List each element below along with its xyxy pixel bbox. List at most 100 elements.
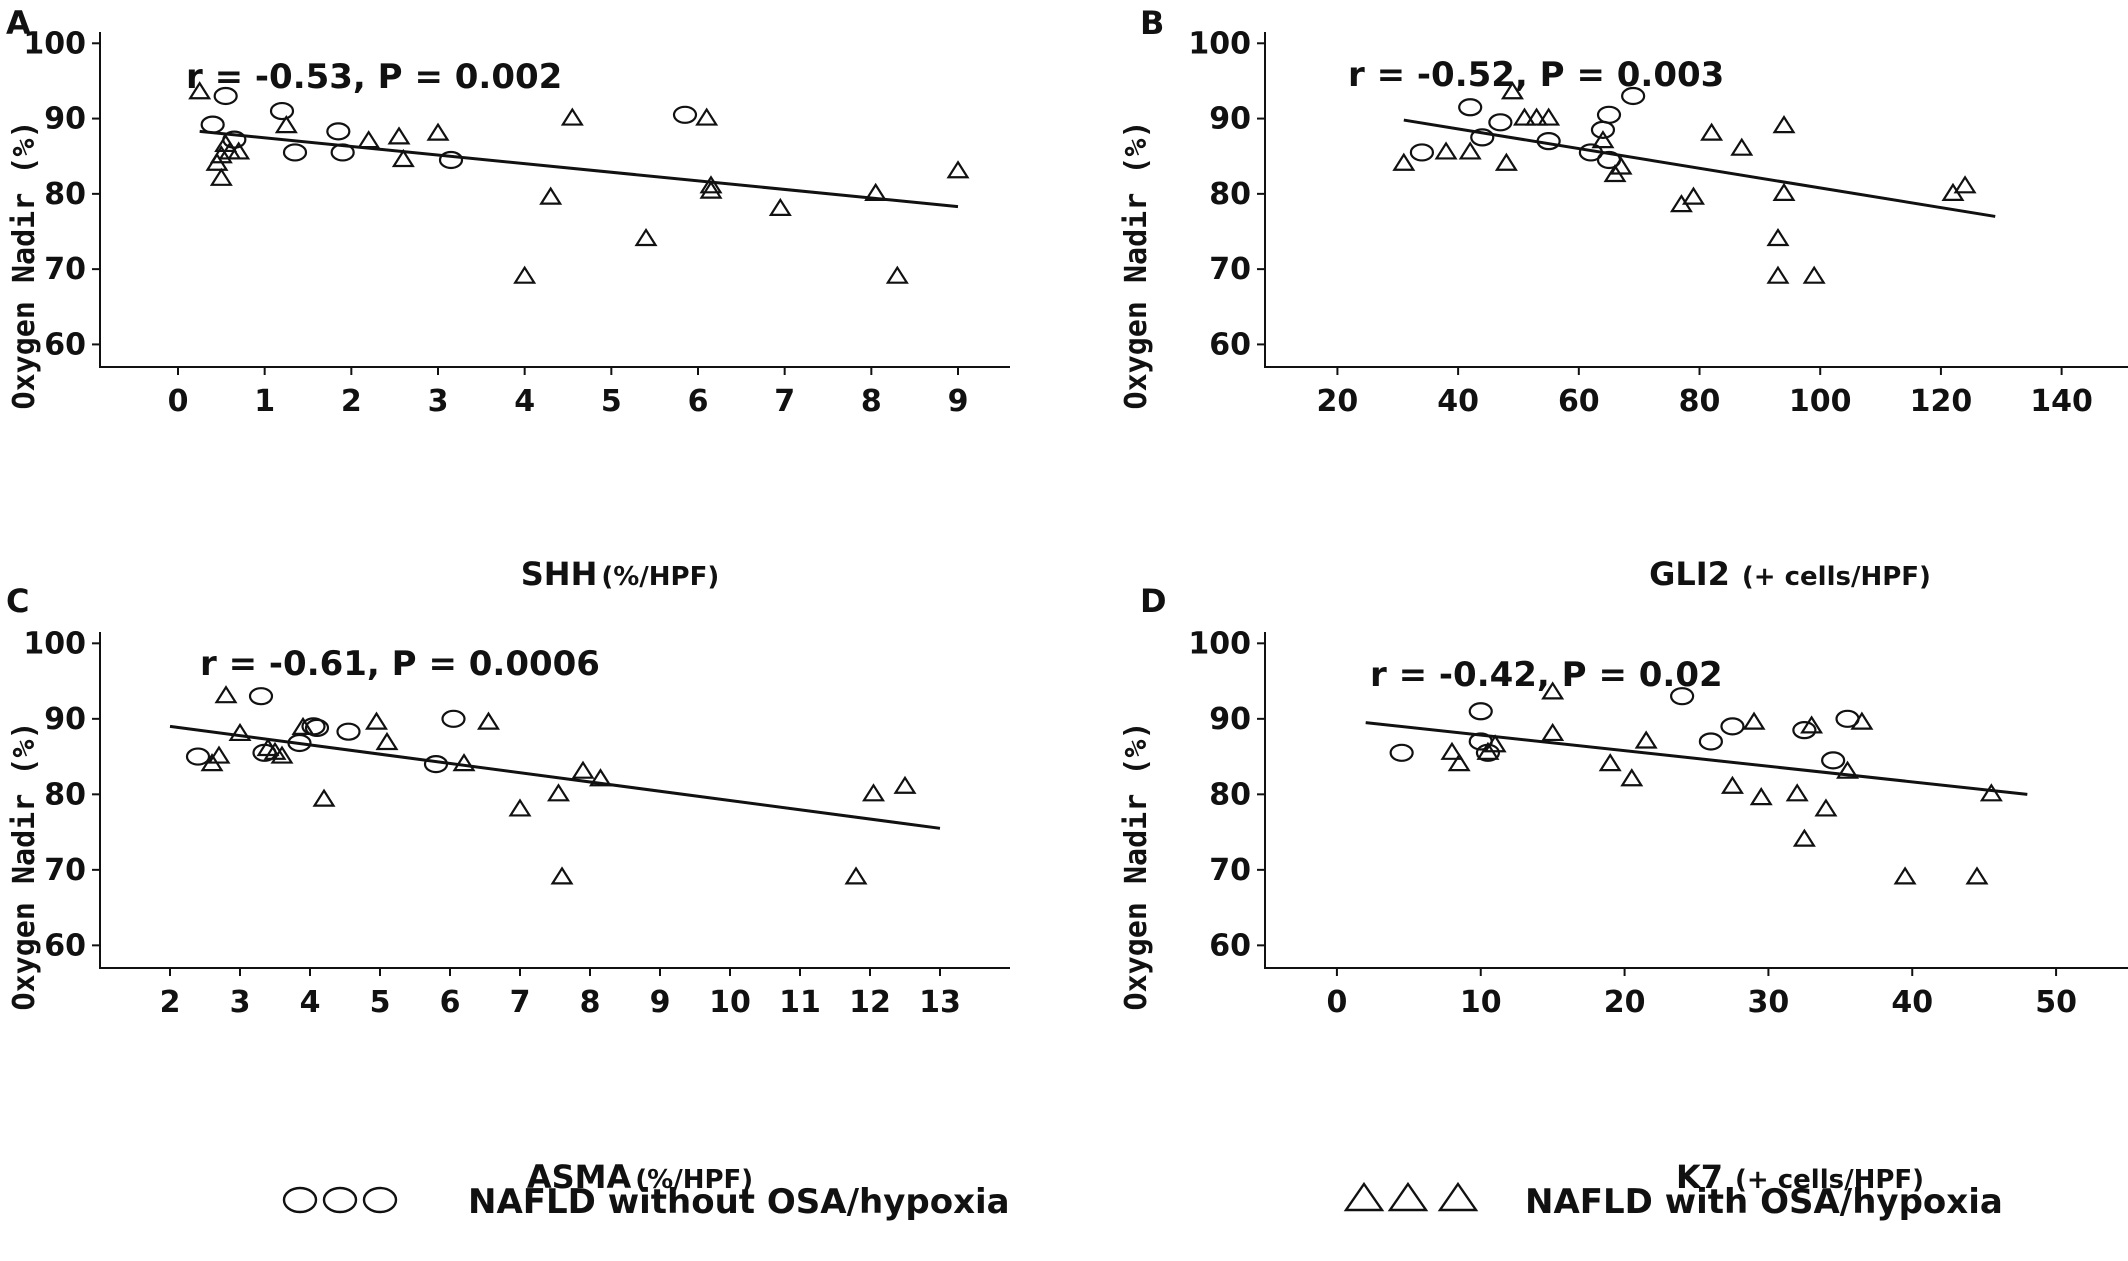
x-tick-label-c: 10 <box>709 985 751 1020</box>
x-tick-label-a: 5 <box>601 384 622 419</box>
x-tick-label-a: 1 <box>254 384 275 419</box>
point-triangle-b <box>1458 141 1482 160</box>
point-triangle-a <box>946 160 970 179</box>
point-triangle-b <box>1772 182 1796 201</box>
point-triangle-a <box>864 182 888 201</box>
point-triangle-a <box>885 265 909 284</box>
point-circle-c <box>441 709 466 728</box>
y-tick-label-a: 90 <box>44 102 86 137</box>
x-tick-label-c: 9 <box>650 985 671 1020</box>
x-tick-label-d: 40 <box>1891 985 1933 1020</box>
point-circle-a <box>672 105 698 124</box>
legend-triangle-marker <box>1437 1181 1479 1212</box>
legend-circle-marker <box>362 1186 398 1214</box>
point-triangle-d <box>1720 775 1744 794</box>
x-tick-label-b: 140 <box>2030 384 2093 419</box>
point-circle-c <box>336 722 361 741</box>
trend-line-d <box>1365 721 2028 796</box>
point-triangle-b <box>1766 265 1790 284</box>
point-triangle-d <box>1447 753 1471 772</box>
point-triangle-c <box>228 722 252 742</box>
x-axis-label-unit-a: (%/HPF) <box>601 562 719 592</box>
x-axis-label-name-b: GLI2 <box>1649 555 1730 593</box>
point-circle-b <box>1596 105 1622 124</box>
point-triangle-d <box>1800 715 1824 734</box>
panel-a: A r = -0.53, P = 0.002 Oxygen Nadir (%) … <box>6 4 1010 593</box>
x-axis-label-d: K7 (+ cells/HPF) <box>1676 1158 1924 1196</box>
point-circle-a <box>326 122 351 141</box>
point-triangle-a <box>699 175 723 194</box>
x-tick-label-c: 12 <box>849 985 891 1020</box>
point-triangle-d <box>1634 730 1658 749</box>
point-triangle-b <box>1609 156 1633 175</box>
point-triangle-a <box>513 265 537 284</box>
x-tick-label-c: 8 <box>580 985 601 1020</box>
y-tick-label-d: 60 <box>1209 928 1251 963</box>
x-axis-label-b: GLI2 (+ cells/HPF) <box>1649 555 1931 593</box>
y-tick-label-c: 60 <box>44 928 86 963</box>
point-triangle-b <box>1537 107 1561 126</box>
x-tick-label-d: 30 <box>1748 985 1790 1020</box>
point-triangle-c <box>571 760 595 779</box>
point-triangle-a <box>387 126 411 145</box>
point-triangle-a <box>209 145 233 164</box>
point-circle-d <box>1389 743 1414 762</box>
panel-b: B r = -0.52, P = 0.003 Oxygen Nadir (%) … <box>1119 4 2128 593</box>
legend-markers-triangle <box>1343 1181 1479 1212</box>
point-triangle-d <box>1598 753 1622 772</box>
x-tick-label-b: 80 <box>1679 384 1721 419</box>
point-circle-c <box>423 755 449 774</box>
point-triangle-d <box>1749 787 1773 806</box>
panel-letter-a: A <box>6 4 31 42</box>
trend-line-c <box>169 724 941 830</box>
y-tick-label-b: 80 <box>1209 177 1251 212</box>
x-tick-label-b: 120 <box>1910 384 1973 419</box>
y-tick-label-c: 70 <box>44 853 86 888</box>
point-circle-a <box>330 143 355 162</box>
point-triangle-c <box>547 783 570 802</box>
y-tick-label-c: 90 <box>44 702 86 737</box>
x-tick-label-c: 3 <box>230 985 251 1020</box>
point-triangle-d <box>1440 741 1464 760</box>
legend: NAFLD without OSA/hypoxia NAFLD with OSA… <box>282 1181 2003 1222</box>
point-triangle-b <box>1500 81 1524 100</box>
y-tick-label-c: 100 <box>23 626 86 661</box>
point-circle-b <box>1536 132 1561 151</box>
x-tick-label-a: 4 <box>514 384 535 419</box>
point-triangle-d <box>1836 760 1860 779</box>
point-triangle-b <box>1766 227 1790 247</box>
x-tick-label-d: 10 <box>1460 985 1502 1020</box>
point-triangle-d <box>1893 866 1917 885</box>
y-tick-label-b: 100 <box>1188 26 1251 61</box>
point-triangle-b <box>1591 130 1615 149</box>
x-axis-label-c: ASMA (%/HPF) <box>527 1158 753 1196</box>
y-tick-label-a: 70 <box>44 252 86 287</box>
point-triangle-d <box>1541 722 1565 742</box>
stat-annotation-d: r = -0.42, P = 0.02 <box>1370 655 1723 695</box>
x-tick-label-a: 7 <box>774 384 795 419</box>
point-circle-b <box>1590 120 1616 139</box>
x-tick-label-c: 7 <box>510 985 531 1020</box>
point-circle-a <box>213 86 238 106</box>
point-triangle-c <box>375 731 399 751</box>
point-circle-d <box>1670 687 1695 706</box>
panel-letter-d: D <box>1140 582 1167 620</box>
point-circle-b <box>1409 143 1435 162</box>
point-triangle-c <box>477 711 500 730</box>
point-triangle-d <box>1814 798 1838 817</box>
x-tick-label-c: 6 <box>440 985 461 1020</box>
x-tick-label-d: 50 <box>2035 985 2077 1020</box>
point-circle-c <box>287 733 312 753</box>
point-triangle-c <box>312 788 336 807</box>
stat-annotation-c: r = -0.61, P = 0.0006 <box>200 644 600 684</box>
point-triangle-c <box>214 685 238 704</box>
legend-label-triangle: NAFLD with OSA/hypoxia <box>1525 1182 2003 1222</box>
y-tick-label-d: 90 <box>1209 702 1251 737</box>
point-triangle-b <box>1494 152 1518 171</box>
point-triangle-d <box>1792 828 1816 847</box>
point-triangle-b <box>1772 115 1796 134</box>
x-tick-label-a: 6 <box>688 384 709 419</box>
y-tick-label-b: 60 <box>1209 327 1251 362</box>
x-tick-label-b: 40 <box>1437 384 1479 419</box>
x-tick-label-b: 100 <box>1789 384 1852 419</box>
